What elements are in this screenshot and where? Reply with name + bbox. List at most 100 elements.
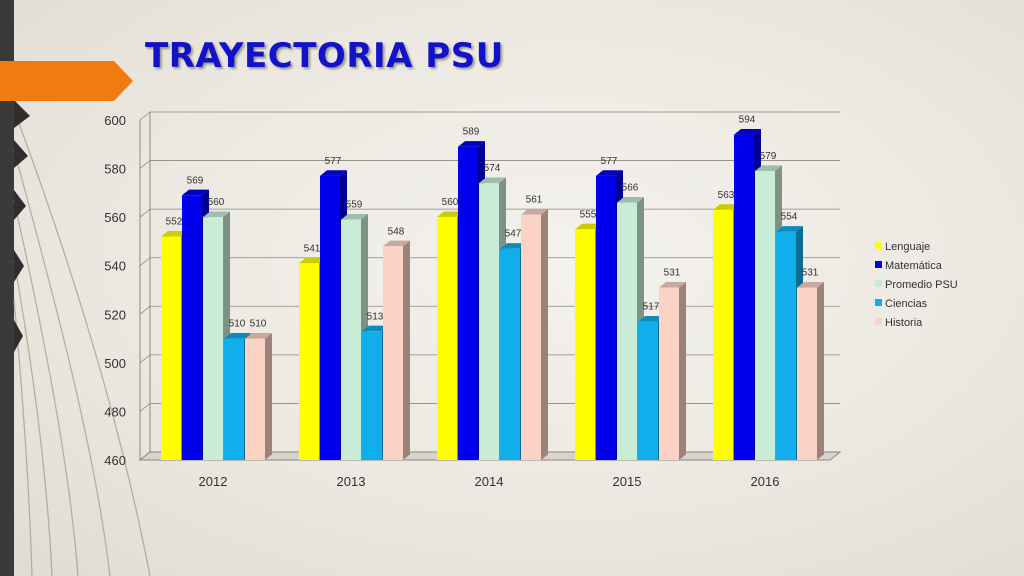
bar-top — [245, 332, 272, 339]
bar-front — [521, 214, 541, 460]
data-label: 531 — [664, 268, 681, 279]
data-label: 569 — [187, 175, 204, 186]
data-label: 577 — [601, 156, 618, 167]
bar-top — [638, 315, 665, 322]
bar-front — [755, 171, 775, 460]
bar-top — [458, 141, 485, 147]
slide-title: TRAYECTORIA PSU — [145, 36, 504, 76]
data-label: 517 — [643, 302, 660, 313]
bar-top — [797, 281, 824, 288]
bar-top — [659, 281, 686, 288]
bar-front — [659, 287, 679, 460]
bar-top — [479, 177, 506, 184]
data-label: 563 — [718, 190, 735, 201]
bar-front — [245, 338, 265, 460]
bar-top — [713, 204, 740, 210]
bar-top — [320, 170, 347, 176]
bar-front — [776, 231, 796, 460]
data-label: 589 — [463, 127, 480, 138]
data-label: 541 — [304, 243, 321, 254]
gridline — [139, 160, 840, 169]
data-label: 574 — [484, 163, 501, 174]
bar-front — [362, 331, 382, 460]
legend-swatch — [875, 261, 882, 268]
bar-front — [458, 146, 478, 460]
bar-top — [161, 230, 188, 237]
bar-front — [161, 236, 181, 460]
bar-top — [224, 332, 251, 339]
y-tick-label: 580 — [104, 162, 126, 177]
legend-swatch — [875, 242, 882, 249]
bar-side — [541, 209, 548, 460]
bar-2016-4 — [797, 281, 824, 460]
bar-front — [713, 209, 733, 460]
bar-side — [817, 281, 824, 460]
data-label: 548 — [388, 226, 405, 237]
x-tick-label: 2013 — [337, 474, 366, 489]
data-label: 513 — [367, 311, 384, 322]
bar-front — [320, 175, 340, 460]
bar-front — [596, 175, 616, 460]
bar-front — [383, 246, 403, 460]
data-label: 559 — [346, 200, 363, 211]
bar-front — [638, 321, 658, 460]
bar-front — [575, 229, 595, 460]
legend-swatch — [875, 299, 882, 306]
bar-top — [596, 170, 623, 176]
bar-front — [341, 219, 361, 460]
x-tick-label: 2015 — [613, 474, 642, 489]
bar-front — [479, 183, 499, 460]
legend-label: Lenguaje — [885, 241, 930, 253]
data-label: 577 — [325, 156, 342, 167]
data-label: 561 — [526, 195, 543, 206]
bar-front — [224, 338, 244, 460]
bar-top — [734, 128, 761, 135]
y-tick-label: 480 — [104, 404, 126, 419]
bar-top — [203, 211, 230, 218]
bar-side — [265, 332, 272, 460]
data-label: 552 — [166, 217, 183, 228]
bar-side — [679, 281, 686, 460]
bar-2012-4 — [245, 332, 272, 460]
bar-2013-4 — [383, 240, 410, 460]
legend-label: Historia — [885, 317, 923, 329]
legend-label: Ciencias — [885, 298, 928, 310]
legend-label: Matemática — [885, 260, 943, 272]
x-tick-label: 2016 — [751, 474, 780, 489]
bar-top — [437, 211, 464, 218]
gridline — [139, 111, 840, 121]
bar-top — [299, 257, 326, 264]
bar-front — [500, 248, 520, 460]
data-label: 579 — [760, 151, 777, 162]
legend-swatch — [875, 280, 882, 287]
legend-swatch — [875, 318, 882, 325]
y-tick-label: 520 — [104, 307, 126, 322]
data-label: 560 — [208, 197, 225, 208]
bar-top — [182, 189, 209, 196]
bar-front — [617, 202, 637, 461]
bar-front — [203, 217, 223, 460]
data-label: 554 — [781, 212, 798, 223]
bar-2015-4 — [659, 281, 686, 460]
data-label: 510 — [229, 319, 246, 330]
legend-label: Promedio PSU — [885, 279, 958, 291]
data-label: 566 — [622, 183, 639, 194]
bar-top — [755, 165, 782, 171]
bar-front — [299, 263, 319, 460]
data-label: 594 — [739, 115, 756, 126]
data-label: 531 — [802, 268, 819, 279]
y-tick-label: 600 — [104, 113, 126, 128]
data-label: 560 — [442, 197, 459, 208]
bar-side — [403, 240, 410, 460]
bar-top — [341, 213, 368, 220]
decorative-lines — [13, 100, 151, 576]
y-tick-label: 500 — [104, 356, 126, 371]
bar-top — [362, 325, 389, 332]
bar-top — [500, 243, 527, 249]
x-tick-label: 2012 — [199, 474, 228, 489]
bar-top — [776, 226, 803, 232]
title-accent-tab — [0, 61, 133, 101]
bar-front — [437, 217, 457, 460]
bar-top — [521, 209, 548, 215]
